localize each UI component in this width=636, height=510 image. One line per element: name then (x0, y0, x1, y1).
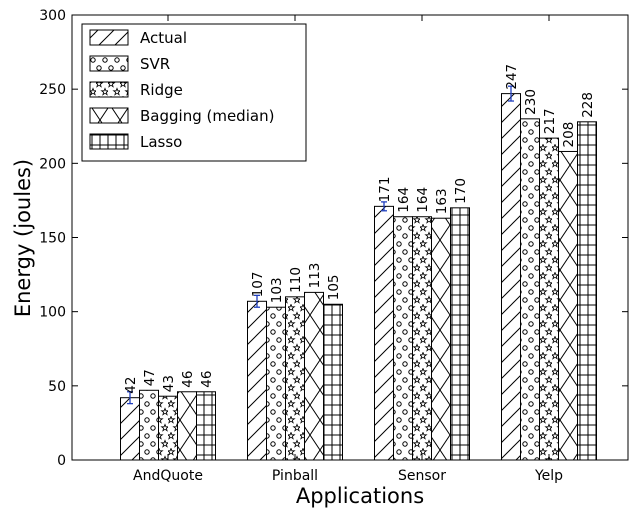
legend-entry: SVR (140, 55, 170, 73)
value-label: 170 (453, 178, 469, 204)
legend-entry: Actual (140, 29, 187, 47)
value-label: 47 (142, 369, 158, 386)
legend-entry: Lasso (140, 133, 182, 151)
bar-lasso-andquote (196, 391, 216, 461)
value-label: 171 (377, 177, 393, 203)
value-label: 103 (269, 277, 285, 303)
bar-ridge-sensor (412, 216, 432, 461)
error-bar-sensor (381, 201, 387, 212)
error-bar-andquote (127, 391, 133, 405)
value-label: 110 (288, 267, 304, 293)
y-tick-label: 100 (39, 305, 66, 321)
x-axis-title: Applications (296, 484, 424, 508)
bar-ridge-andquote (158, 395, 178, 461)
x-tick-label: Sensor (398, 468, 446, 484)
value-label: 164 (396, 187, 412, 213)
bar-actual-sensor (374, 205, 394, 461)
value-label: 247 (504, 64, 520, 90)
y-tick-label: 200 (39, 156, 66, 172)
value-label: 208 (561, 122, 577, 148)
y-tick-label: 50 (48, 379, 66, 395)
bar-lasso-yelp (577, 121, 597, 461)
bar-bagging-median--pinball (304, 291, 324, 461)
error-bar-pinball (254, 294, 260, 308)
bar-ridge-pinball (285, 296, 305, 461)
value-label: 46 (180, 371, 196, 388)
legend-entry: Bagging (median) (140, 107, 274, 125)
bar-actual-andquote (120, 397, 140, 461)
y-tick-label: 150 (39, 231, 66, 247)
y-tick-label: 0 (57, 453, 66, 469)
legend-swatch (89, 107, 129, 124)
bar-bagging-median--yelp (558, 150, 578, 461)
value-label: 230 (523, 89, 539, 115)
x-tick-label: AndQuote (133, 468, 203, 484)
value-label: 228 (580, 92, 596, 118)
bar-lasso-sensor (450, 207, 470, 461)
bar-actual-yelp (501, 93, 521, 461)
legend-swatch (89, 81, 129, 98)
legend-entry: Ridge (140, 81, 183, 99)
bar-svr-yelp (520, 118, 540, 461)
x-tick-label: Pinball (272, 468, 318, 484)
legend-swatch (89, 29, 129, 46)
y-axis-title: Energy (joules) (11, 159, 35, 317)
legend-swatch (89, 55, 129, 72)
bar-bagging-median--sensor (431, 217, 451, 461)
bar-svr-pinball (266, 306, 286, 461)
value-label: 43 (161, 375, 177, 392)
value-label: 42 (123, 377, 139, 394)
value-label: 164 (415, 187, 431, 213)
bar-svr-sensor (393, 216, 413, 461)
bar-ridge-yelp (539, 137, 559, 461)
x-tick-label: Yelp (534, 468, 563, 484)
legend: Actual SVR Ridge Bagging (median) Lasso (81, 23, 307, 162)
bar-actual-pinball (247, 300, 267, 461)
value-label: 113 (307, 263, 323, 289)
axes-layer: 0 50 100 150 200 250 300 AndQuote Pinball Sensor Y… (39, 8, 629, 484)
value-label: 217 (542, 108, 558, 134)
value-label: 105 (326, 274, 342, 300)
value-label: 163 (434, 188, 450, 214)
bar-lasso-pinball (323, 303, 343, 461)
bars-layer (120, 85, 597, 461)
y-tick-label: 300 (39, 8, 66, 24)
legend-swatch (89, 133, 129, 150)
value-label: 46 (199, 371, 215, 388)
bar-svr-andquote (139, 389, 159, 461)
y-tick-label: 250 (39, 82, 66, 98)
error-bar-yelp (508, 85, 514, 102)
bar-bagging-median--andquote (177, 391, 197, 461)
value-label: 107 (250, 272, 266, 298)
